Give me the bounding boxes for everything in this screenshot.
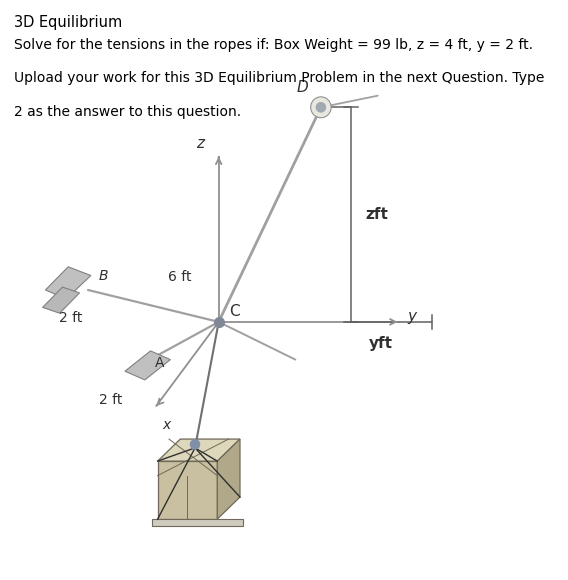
Text: x: x <box>162 418 170 432</box>
Polygon shape <box>152 519 243 526</box>
Text: 2 as the answer to this question.: 2 as the answer to this question. <box>14 105 241 119</box>
Text: yft: yft <box>369 336 392 351</box>
Circle shape <box>190 440 199 449</box>
Text: 3D Equilibrium: 3D Equilibrium <box>14 14 123 30</box>
Polygon shape <box>45 267 91 299</box>
Text: 6 ft: 6 ft <box>168 270 191 284</box>
Text: 2 ft: 2 ft <box>59 311 82 325</box>
Text: B: B <box>98 269 108 283</box>
Polygon shape <box>125 351 170 380</box>
Text: Upload your work for this 3D Equilibrium Problem in the next Question. Type: Upload your work for this 3D Equilibrium… <box>14 71 545 85</box>
Text: y: y <box>408 309 417 324</box>
Polygon shape <box>217 439 240 519</box>
Text: A: A <box>155 356 165 370</box>
Polygon shape <box>158 439 240 461</box>
Polygon shape <box>43 287 80 313</box>
Circle shape <box>316 103 325 112</box>
Text: Solve for the tensions in the ropes if: Box Weight = 99 lb, z = 4 ft, y = 2 ft.: Solve for the tensions in the ropes if: … <box>14 38 533 52</box>
Polygon shape <box>158 461 217 519</box>
Text: z: z <box>197 136 204 151</box>
Text: C: C <box>229 304 240 319</box>
Text: D: D <box>296 79 308 95</box>
Text: zft: zft <box>365 207 388 222</box>
Circle shape <box>311 97 331 118</box>
Text: 2 ft: 2 ft <box>99 393 122 407</box>
